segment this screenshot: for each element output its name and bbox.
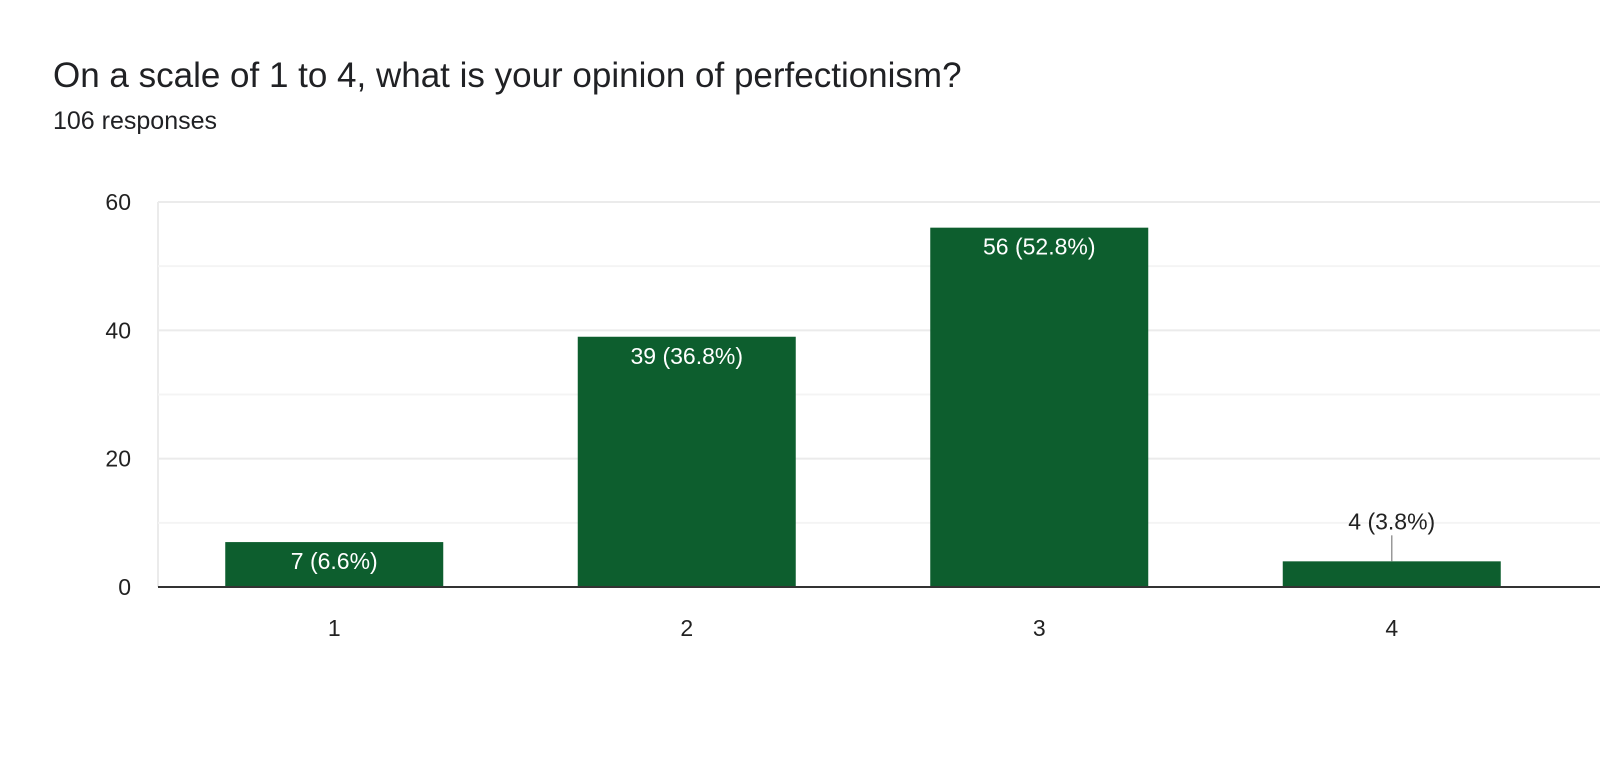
- page-title: On a scale of 1 to 4, what is your opini…: [53, 56, 962, 95]
- y-tick-label: 40: [105, 317, 131, 343]
- y-tick-label: 0: [118, 574, 131, 600]
- bar: [225, 542, 444, 587]
- response-count: 106 responses: [53, 107, 218, 135]
- data-label: 39 (36.8%): [630, 343, 743, 369]
- chart-gridlines: [157, 201, 1600, 587]
- chart-bars: [158, 227, 1600, 588]
- x-tick-label: 3: [1033, 615, 1046, 641]
- chart-data-labels: 7 (6.6%) 39 (36.8%) 56 (52.8%) 4 (3.8%): [291, 234, 1435, 574]
- x-tick-label: 4: [1385, 615, 1398, 641]
- x-axis-tick-labels: 1 2 3 4: [328, 615, 1399, 641]
- x-tick-label: 2: [680, 615, 693, 641]
- bar: [577, 336, 796, 587]
- bar: [1282, 561, 1501, 587]
- data-label: 4 (3.8%): [1348, 508, 1435, 534]
- y-tick-label: 20: [105, 446, 131, 472]
- data-label: 56 (52.8%): [983, 234, 1096, 260]
- y-axis-tick-labels: 0 20 40 60: [105, 189, 131, 600]
- bar: [930, 227, 1149, 587]
- y-tick-label: 60: [105, 189, 131, 215]
- x-tick-label: 1: [328, 615, 341, 641]
- data-label: 7 (6.6%): [291, 548, 378, 574]
